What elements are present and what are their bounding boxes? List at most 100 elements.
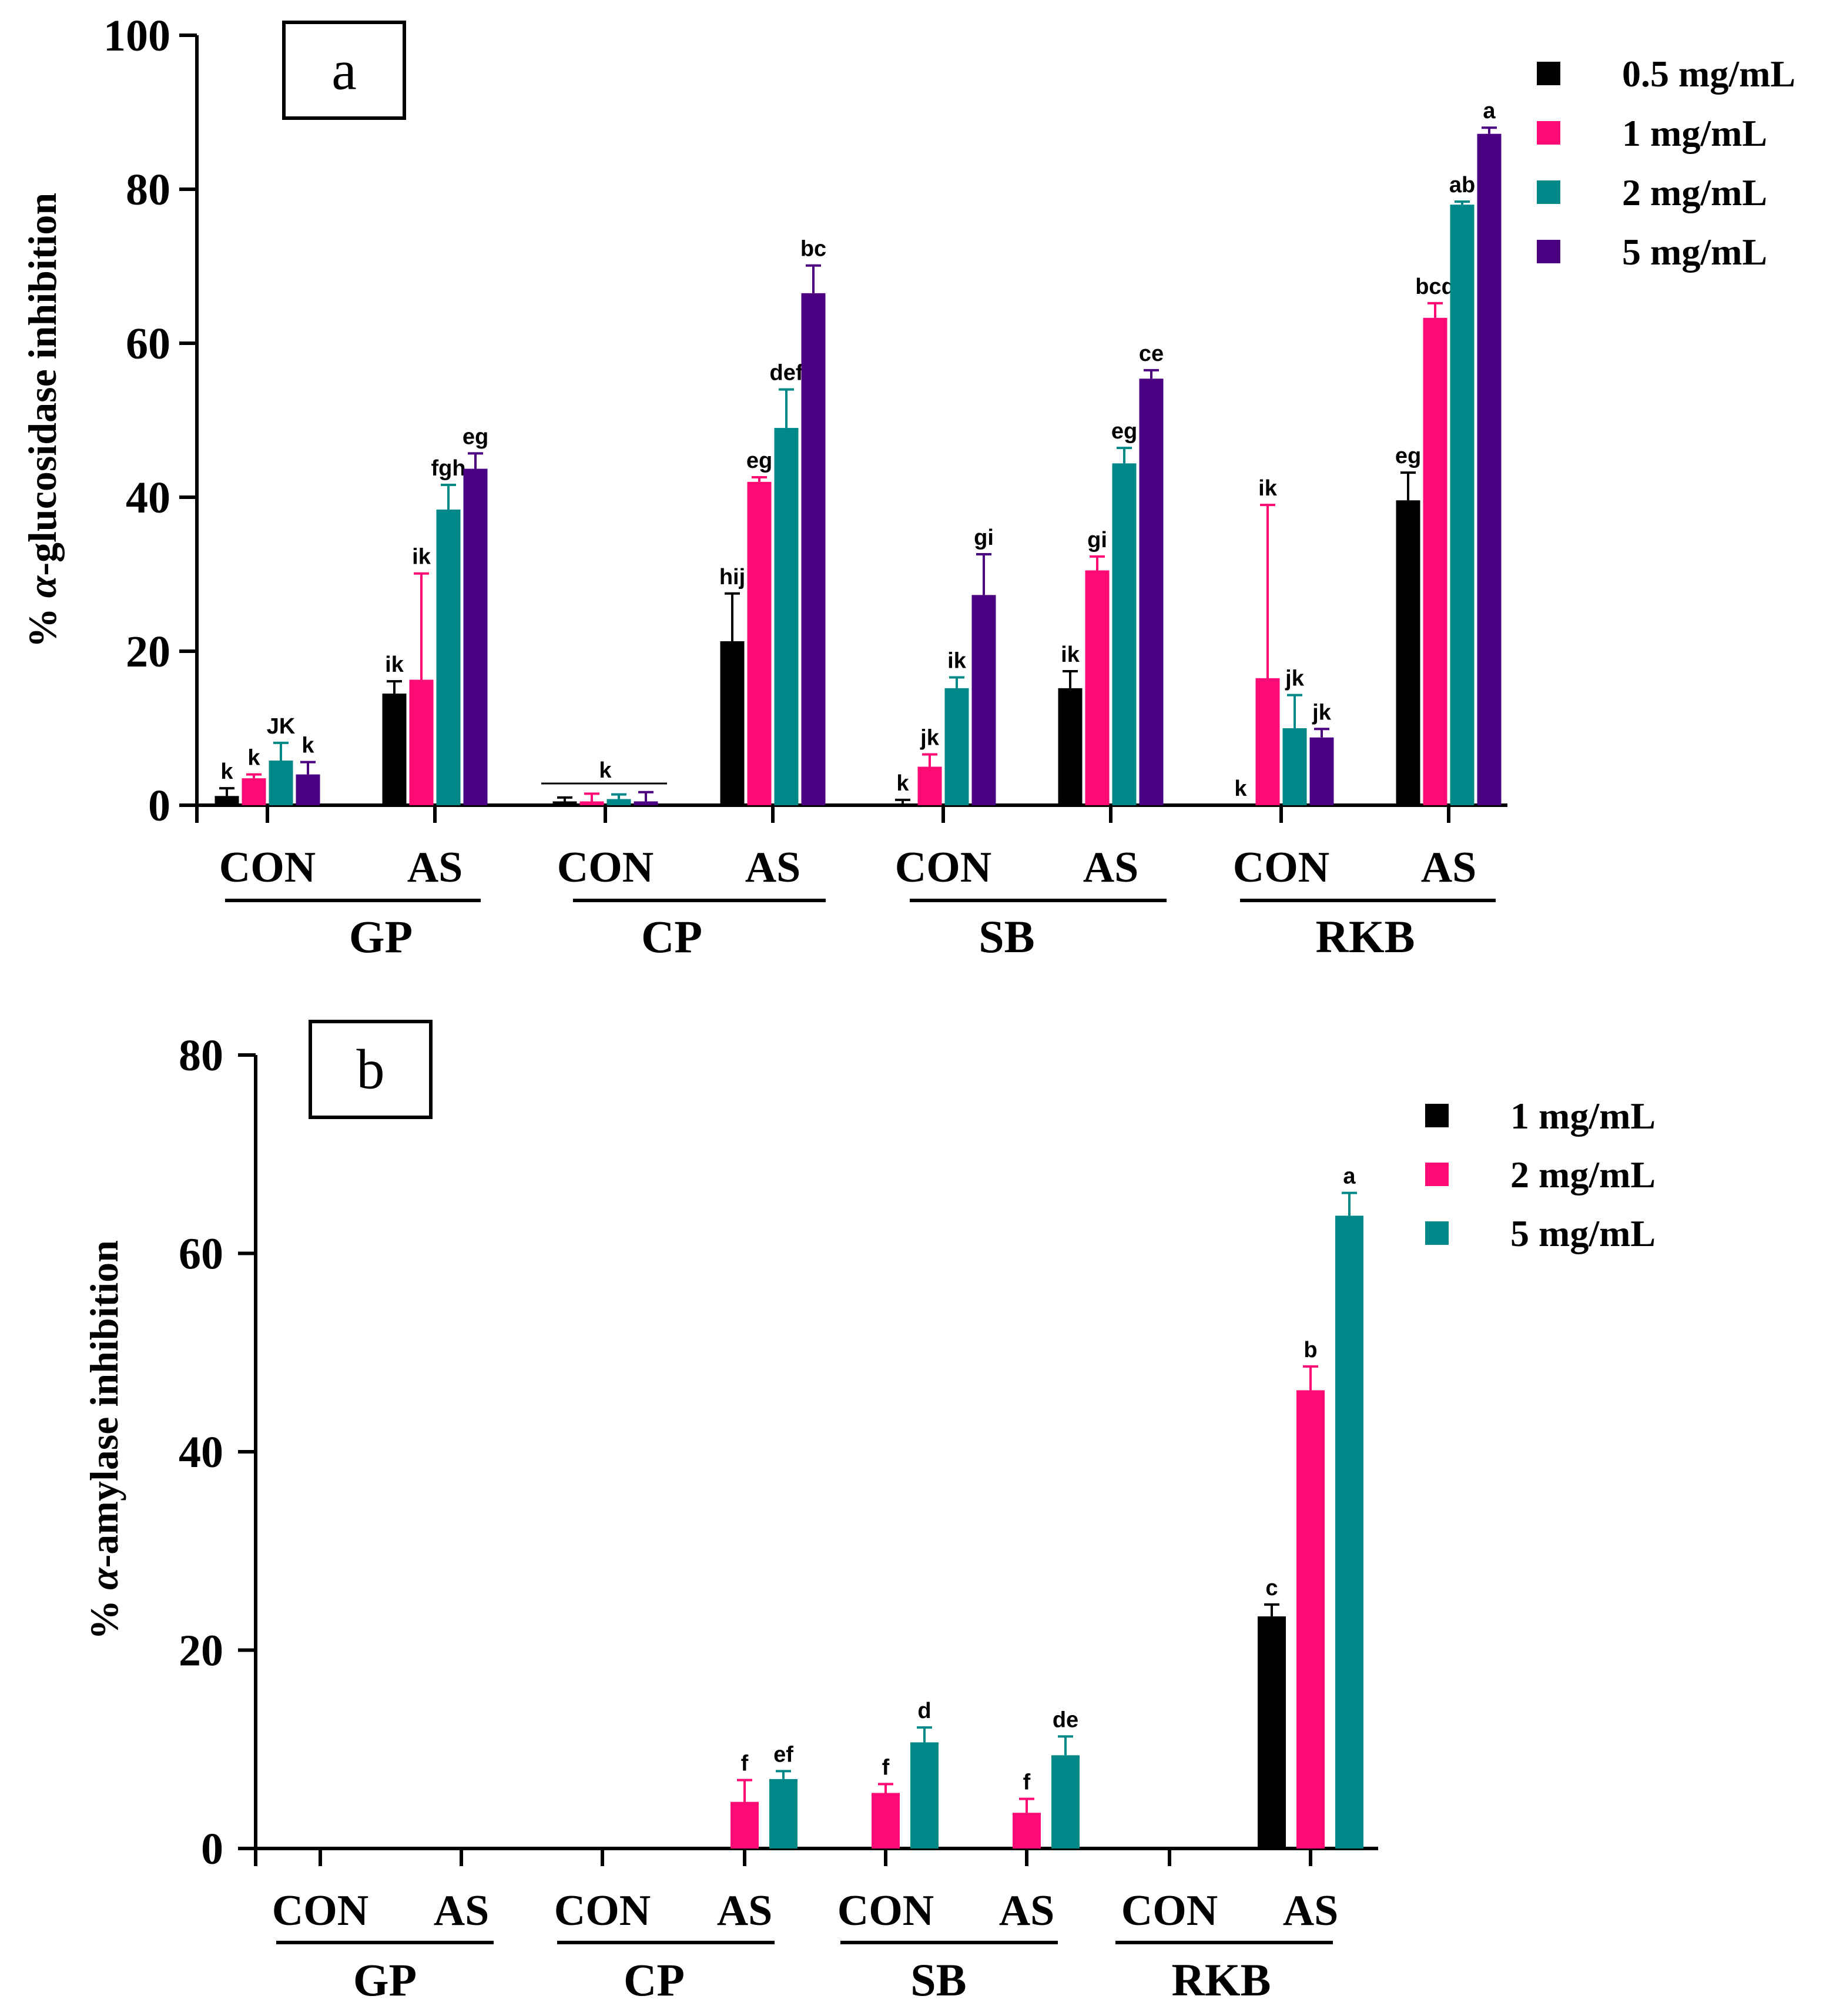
significance-letter: ce	[1139, 341, 1164, 366]
y-axis-title: % α-glucosidase inhibition	[20, 193, 65, 648]
significance-letter: ef	[773, 1742, 793, 1767]
legend-swatch	[1537, 62, 1560, 85]
group-label: RKB	[1315, 911, 1415, 962]
y-axis-title: % α-amylase inhibition	[82, 1240, 126, 1640]
panel-label-box	[282, 21, 406, 120]
bar	[1112, 463, 1137, 805]
x-category-label: AS	[1283, 1887, 1339, 1935]
x-category-label: AS	[434, 1887, 490, 1935]
bar	[296, 774, 320, 805]
bar	[872, 1793, 900, 1848]
significance-letter: k	[1234, 776, 1247, 801]
y-tick-label: 60	[126, 319, 170, 369]
group-label: RKB	[1171, 1954, 1271, 2005]
x-category-label: AS	[717, 1887, 773, 1935]
legend-swatch	[1425, 1104, 1449, 1127]
bar	[801, 293, 826, 806]
bar	[1296, 1390, 1325, 1848]
y-axis-title-rest: -amylase inhibition	[82, 1240, 126, 1568]
group-label: CP	[641, 911, 702, 962]
legend-swatch	[1537, 180, 1560, 204]
bar	[1396, 500, 1420, 805]
x-category-label: AS	[999, 1887, 1055, 1935]
legend-label: 1 mg/mL	[1622, 112, 1767, 154]
x-category-label: CON	[837, 1887, 934, 1935]
legend-label: 2 mg/mL	[1510, 1154, 1656, 1195]
x-category-label: CON	[895, 843, 991, 892]
significance-letter: jk	[1285, 667, 1305, 691]
bar	[634, 801, 658, 805]
group-label: GP	[353, 1954, 417, 2005]
y-tick-label: 60	[179, 1230, 223, 1279]
bar	[769, 1779, 797, 1848]
significance-letter: def	[770, 361, 803, 386]
bar	[971, 595, 996, 805]
bar	[917, 766, 942, 805]
significance-letter: eg	[1395, 444, 1421, 468]
significance-letter: eg	[746, 448, 772, 473]
bar	[910, 1742, 939, 1848]
significance-letter: fgh	[431, 456, 465, 481]
significance-letter: de	[1053, 1707, 1078, 1732]
significance-letter: gi	[974, 525, 994, 550]
legend-label: 5 mg/mL	[1510, 1213, 1656, 1254]
x-category-label: CON	[1233, 843, 1329, 892]
bar	[1335, 1215, 1363, 1848]
significance-letter: ik	[412, 545, 431, 570]
panel-a-chart: 0 20 40 60 80 100 CON AS CON AS CON AS CON AS GP CP SB RK…	[20, 11, 1795, 962]
significance-letter: ab	[1449, 173, 1475, 197]
bar	[1255, 678, 1280, 805]
significance-letter: bc	[800, 237, 826, 262]
significance-letter: bcd	[1415, 274, 1455, 299]
significance-letter: hij	[719, 565, 745, 590]
significance-letter: ik	[1061, 642, 1080, 667]
y-tick-label: 80	[126, 165, 170, 215]
significance-letter: a	[1483, 99, 1496, 123]
bar	[436, 509, 461, 805]
bar	[1051, 1755, 1080, 1848]
significance-letter: f	[882, 1755, 890, 1780]
significance-letter: c	[1265, 1576, 1278, 1600]
significance-letter: jk	[1312, 700, 1332, 725]
significance-letter: ik	[1258, 476, 1278, 501]
significance-letter: k	[220, 759, 233, 784]
significance-letter: d	[917, 1699, 931, 1723]
x-category-label: AS	[407, 843, 463, 892]
x-category-label: CON	[1121, 1887, 1218, 1935]
y-tick-label: 20	[126, 627, 170, 677]
bar	[944, 688, 969, 805]
bar	[1058, 688, 1083, 805]
significance-letter: a	[1343, 1164, 1356, 1189]
legend-label: 0.5 mg/mL	[1622, 53, 1795, 95]
legend-label: 1 mg/mL	[1510, 1095, 1656, 1137]
bar	[242, 778, 266, 805]
bar	[720, 641, 745, 805]
bar	[1085, 570, 1110, 805]
bar	[409, 679, 434, 805]
y-tick-label: 0	[148, 781, 170, 830]
bar	[1139, 379, 1164, 805]
panel-label-box	[309, 1020, 433, 1119]
significance-letter: k	[247, 746, 260, 771]
significance-letter: gi	[1087, 528, 1107, 552]
x-category-label: CON	[557, 843, 654, 892]
bar	[552, 801, 577, 805]
bar	[890, 803, 915, 805]
significance-letter: b	[1303, 1338, 1317, 1362]
significance-letter: k	[599, 758, 612, 783]
significance-letter: k	[301, 734, 314, 758]
y-axis-title-greek: α	[20, 575, 65, 598]
x-category-label: CON	[554, 1887, 651, 1935]
y-tick-label: 100	[103, 11, 170, 61]
legend-swatch	[1537, 240, 1560, 263]
significance-letter: ik	[947, 649, 967, 674]
significance-letter: jk	[920, 726, 940, 751]
group-label: SB	[979, 911, 1034, 962]
legend-label: 5 mg/mL	[1622, 231, 1767, 273]
significance-letter: k	[896, 771, 909, 796]
x-category-label: CON	[272, 1887, 368, 1935]
bar	[606, 799, 631, 805]
group-label: SB	[910, 1954, 966, 2005]
group-label: CP	[624, 1954, 685, 2005]
